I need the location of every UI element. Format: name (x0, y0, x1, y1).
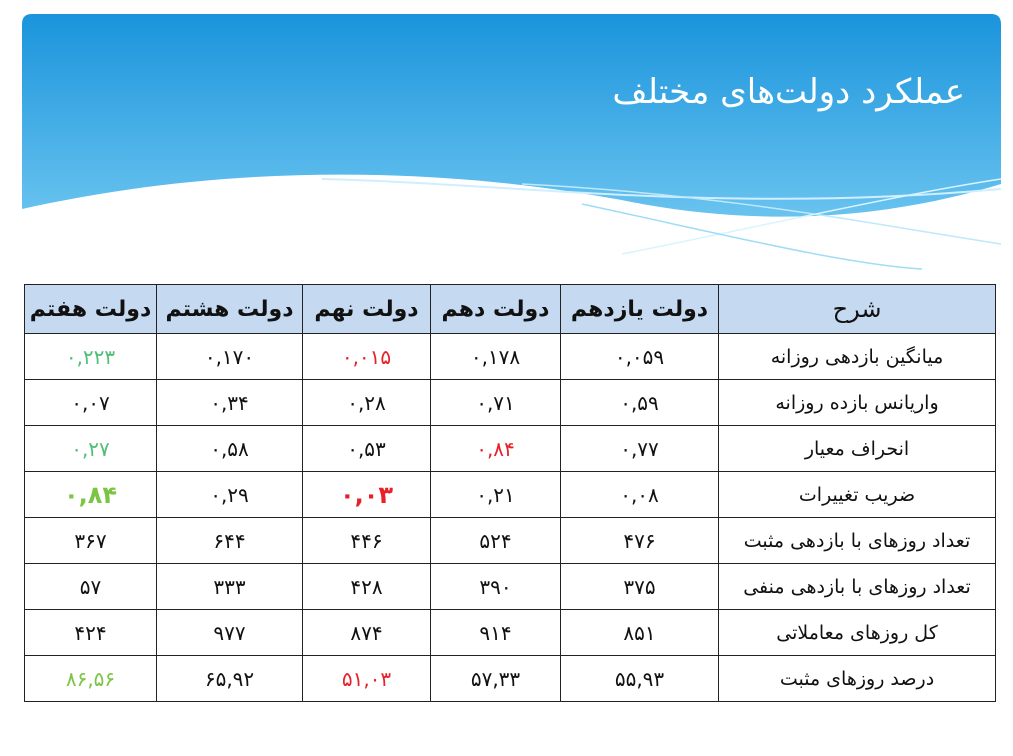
table-row: درصد روزهای مثبت ۵۵,۹۳ ۵۷,۳۳ ۵۱,۰۳ ۶۵,۹۲ ۸۶,۵… (24, 655, 996, 702)
table-cell: ۰,۲۹ (156, 471, 303, 518)
table-cell: ۳۳۳ (156, 563, 303, 610)
table-cell: ۰,۰۱۵ (302, 333, 431, 380)
table-row: کل روزهای معاملاتی ۸۵۱ ۹۱۴ ۸۷۴ ۹۷۷ ۴۲۴ (24, 609, 996, 656)
table-cell: ۰,۰۷ (24, 379, 157, 426)
table-cell: ۳۷۵ (560, 563, 719, 610)
slide-title: عملکرد دولت‌های مختلف (612, 72, 965, 112)
table-cell: ۴۴۶ (302, 517, 431, 564)
table-cell: ۴۲۴ (24, 609, 157, 656)
table-cell: ۴۲۸ (302, 563, 431, 610)
table-cell: ۰,۱۷۸ (430, 333, 561, 380)
table-cell: ۰,۵۳ (302, 425, 431, 472)
column-header-government: دولت دهم (430, 284, 561, 334)
table-cell: ۰,۰۸ (560, 471, 719, 518)
row-label: ضریب تغییرات (718, 471, 996, 518)
table-cell: ۸۷۴ (302, 609, 431, 656)
table-cell: ۳۶۷ (24, 517, 157, 564)
table-cell: ۰,۲۲۳ (24, 333, 157, 380)
table-cell: ۰,۱۷۰ (156, 333, 303, 380)
row-label: میانگین بازدهی روزانه (718, 333, 996, 380)
table-cell: ۹۷۷ (156, 609, 303, 656)
table-cell: ۹۱۴ (430, 609, 561, 656)
table-cell: ۰,۰۵۹ (560, 333, 719, 380)
table-row: میانگین بازدهی روزانه ۰,۰۵۹ ۰,۱۷۸ ۰,۰۱۵ ۰,۱۷… (24, 333, 996, 380)
column-header-government: دولت نهم (302, 284, 431, 334)
table-cell: ۴۷۶ (560, 517, 719, 564)
table-header-row: شرح دولت یازدهم دولت دهم دولت نهم دولت هشتم د… (24, 284, 996, 334)
table-cell: ۸۵۱ (560, 609, 719, 656)
table-cell: ۰,۲۱ (430, 471, 561, 518)
table-cell: ۵۷ (24, 563, 157, 610)
table-row: ضریب تغییرات ۰,۰۸ ۰,۲۱ ۰,۰۳ ۰,۲۹ ۰,۸۴ (24, 471, 996, 518)
table-row: تعداد روزهای با بازدهی مثبت ۴۷۶ ۵۲۴ ۴۴۶ ۶۴۴ ۳… (24, 517, 996, 564)
table-cell: ۵۵,۹۳ (560, 655, 719, 702)
row-label: انحراف معیار (718, 425, 996, 472)
header-banner (22, 14, 1001, 274)
performance-table: شرح دولت یازدهم دولت دهم دولت نهم دولت هشتم د… (24, 284, 996, 702)
table-cell: ۰,۰۳ (302, 471, 431, 518)
table-cell: ۸۶,۵۶ (24, 655, 157, 702)
row-label: تعداد روزهای با بازدهی مثبت (718, 517, 996, 564)
column-header-government: دولت هشتم (156, 284, 303, 334)
table-row: تعداد روزهای با بازدهی منفی ۳۷۵ ۳۹۰ ۴۲۸ ۳۳۳ ۵… (24, 563, 996, 610)
table-cell: ۰,۲۸ (302, 379, 431, 426)
column-header-government: دولت یازدهم (560, 284, 719, 334)
table-cell: ۰,۷۱ (430, 379, 561, 426)
table-cell: ۰,۳۴ (156, 379, 303, 426)
column-header-description: شرح (718, 284, 996, 334)
table-cell: ۰,۸۴ (430, 425, 561, 472)
row-label: درصد روزهای مثبت (718, 655, 996, 702)
table-cell: ۵۱,۰۳ (302, 655, 431, 702)
row-label: واریانس بازده روزانه (718, 379, 996, 426)
table-cell: ۰,۸۴ (24, 471, 157, 518)
table-row: انحراف معیار ۰,۷۷ ۰,۸۴ ۰,۵۳ ۰,۵۸ ۰,۲۷ (24, 425, 996, 472)
table-cell: ۵۷,۳۳ (430, 655, 561, 702)
table-cell: ۰,۵۹ (560, 379, 719, 426)
table-row: واریانس بازده روزانه ۰,۵۹ ۰,۷۱ ۰,۲۸ ۰,۳۴ ۰,۰۷ (24, 379, 996, 426)
table-cell: ۵۲۴ (430, 517, 561, 564)
table-cell: ۶۴۴ (156, 517, 303, 564)
table-cell: ۶۵,۹۲ (156, 655, 303, 702)
column-header-government: دولت هفتم (24, 284, 157, 334)
row-label: تعداد روزهای با بازدهی منفی (718, 563, 996, 610)
table-cell: ۳۹۰ (430, 563, 561, 610)
table-cell: ۰,۵۸ (156, 425, 303, 472)
table-cell: ۰,۷۷ (560, 425, 719, 472)
row-label: کل روزهای معاملاتی (718, 609, 996, 656)
table-cell: ۰,۲۷ (24, 425, 157, 472)
